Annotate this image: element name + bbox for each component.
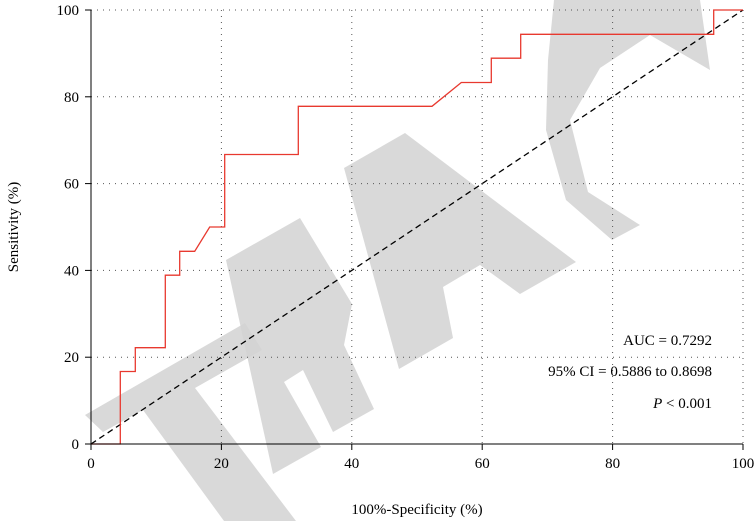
x-tick-label-3: 60 <box>475 456 490 472</box>
watermark-letter-r <box>226 218 374 474</box>
stats-annotation: AUC = 0.7292 95% CI = 0.5886 to 0.8698 P… <box>548 333 712 412</box>
grid <box>91 9 744 444</box>
y-tick-label-0: 0 <box>72 437 80 453</box>
watermark-letter-c <box>546 0 710 240</box>
x-tick-label-0: 0 <box>87 456 95 472</box>
axes <box>90 10 743 445</box>
y-tick-label-5: 100 <box>57 3 80 19</box>
auc-label: AUC = 0.7292 <box>623 333 712 349</box>
x-tick-label-1: 20 <box>214 456 229 472</box>
roc-curve-layer <box>91 9 743 445</box>
p-symbol: P <box>652 396 662 412</box>
x-tick-label-4: 80 <box>605 456 620 472</box>
ci-label: 95% CI = 0.5886 to 0.8698 <box>548 364 712 380</box>
watermark-letter-a <box>344 133 576 369</box>
y-ticks: 0 20 40 60 80 100 <box>57 3 91 453</box>
x-tick-label-5: 100 <box>732 456 754 472</box>
watermark-letter-t <box>85 323 296 521</box>
y-tick-label-1: 20 <box>64 350 79 366</box>
x-ticks: 0 20 40 60 80 100 <box>87 444 754 472</box>
y-tick-label-2: 40 <box>64 263 79 279</box>
p-threshold: < 0.001 <box>662 396 712 412</box>
reference-diagonal-line <box>90 9 744 445</box>
watermark <box>85 0 710 521</box>
y-axis-title: Sensitivity (%) <box>6 182 22 272</box>
y-tick-label-4: 80 <box>64 90 79 106</box>
x-axis-title: 100%-Specificity (%) <box>351 502 482 518</box>
roc-curve-line <box>91 9 743 445</box>
x-tick-label-2: 40 <box>344 456 359 472</box>
y-tick-label-3: 60 <box>64 177 79 193</box>
reference-line-layer <box>90 9 744 445</box>
p-value-label: P < 0.001 <box>652 396 712 412</box>
